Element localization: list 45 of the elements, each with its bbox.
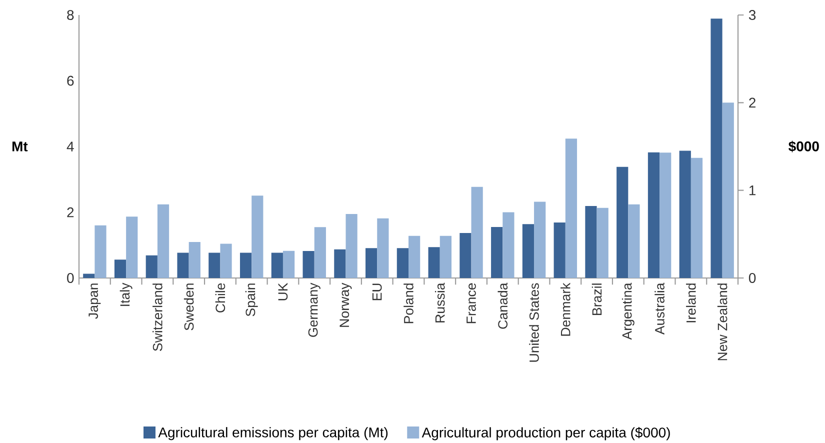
x-tick-label: EU xyxy=(372,284,382,300)
x-tick-label: UK xyxy=(278,282,288,300)
x-tick-label: Spain xyxy=(245,284,258,316)
y2-axis-title: $000 xyxy=(788,140,819,152)
x-tick-label: Germany xyxy=(308,282,320,337)
x-tick-label: Norway xyxy=(340,282,352,327)
x-tick-label: Australia xyxy=(654,282,664,335)
x-tick-label: Chile xyxy=(215,283,226,312)
y-tick-label: 8 xyxy=(67,10,74,20)
bar xyxy=(346,214,358,278)
x-tick-label: Switzerland xyxy=(152,284,162,352)
y2-tick-label: 2 xyxy=(749,98,756,108)
y-tick-label: 6 xyxy=(67,76,74,86)
bar xyxy=(83,274,95,278)
y-axis-title: Mt xyxy=(12,142,28,152)
y2-tick-label: 0 xyxy=(748,273,756,283)
x-tick-label: Brazil xyxy=(592,284,602,315)
x-tick-label: New Zealand xyxy=(717,284,728,360)
x-tick-label: Japan xyxy=(88,284,101,319)
x-tick-label: Denmark xyxy=(560,282,570,336)
x-tick-label: Argentina xyxy=(622,282,634,340)
bar xyxy=(157,204,170,278)
y-tick-label: 2 xyxy=(67,207,74,218)
bar xyxy=(240,252,252,278)
x-tick-label: Italy xyxy=(120,282,132,306)
bar xyxy=(146,255,158,278)
x-tick-label: Poland xyxy=(404,284,414,324)
bar xyxy=(565,138,578,278)
x-tick-label: Russia xyxy=(434,282,445,322)
y-tick-label: 4 xyxy=(66,142,74,152)
y-tick-label: 0 xyxy=(67,273,74,283)
y2-tick-label: 3 xyxy=(748,10,756,20)
bar xyxy=(126,216,138,278)
legend-label: Agricultural production per capita ($000) xyxy=(422,426,670,440)
x-tick-label: Sweden xyxy=(184,284,194,330)
x-tick-label: France xyxy=(466,283,476,324)
bar xyxy=(94,225,106,278)
bar xyxy=(471,186,483,278)
y2-tick-label: 1 xyxy=(749,186,756,196)
x-tick-label: United States xyxy=(529,283,539,362)
x-tick-label: Canada xyxy=(498,282,508,329)
bar xyxy=(114,260,126,278)
legend-label: Agricultural emissions per capita (Mt) xyxy=(158,427,388,440)
x-tick-label: Ireland xyxy=(686,284,696,322)
bar xyxy=(252,196,264,278)
